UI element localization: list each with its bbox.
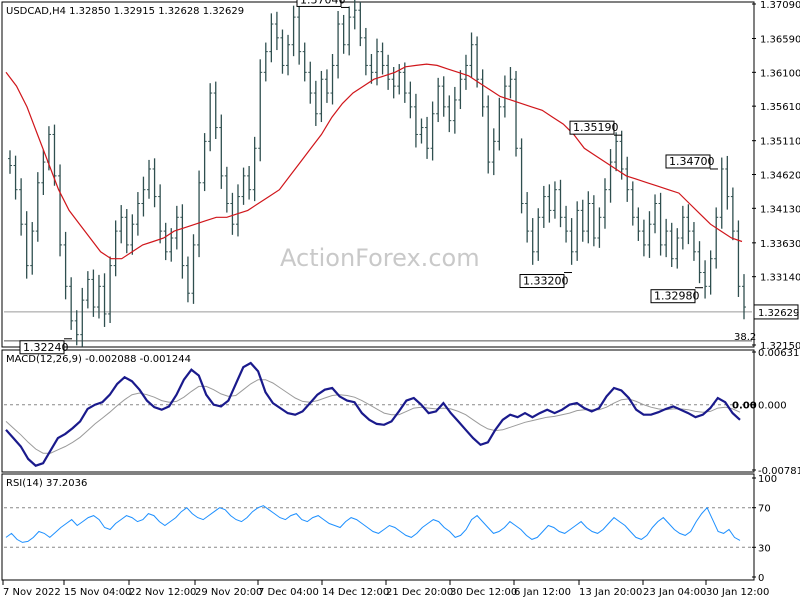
x-tick-label: 13 Jan 20:00 [579, 587, 642, 598]
moving-average-path [5, 63, 743, 260]
price-tick-label: 1.33630 [760, 239, 800, 250]
macd-label: MACD(12,26,9) -0.002088 -0.001244 [6, 354, 191, 365]
x-tick-label: 21 Dec 20:00 [386, 587, 453, 598]
x-tick-label: 14 Dec 12:00 [322, 587, 389, 598]
macd-line [5, 361, 741, 467]
rsi-tick-label: 70 [758, 504, 771, 515]
rsi-axis: 100 70 30 0 [4, 474, 777, 584]
x-tick-label: 30 Dec 12:00 [450, 587, 517, 598]
price-annotation-label: 1.37040 [300, 0, 346, 6]
moving-average-line [5, 63, 743, 260]
x-tick-label: 29 Nov 20:00 [195, 587, 262, 598]
symbol-info-label: USDCAD,H4 1.32850 1.32915 1.32628 1.3262… [6, 6, 244, 17]
price-annotations: 1.37040 1.35190 1.34700 1.33200 1.32980 1.322… [19, 0, 718, 355]
price-annotation-label: 1.32980 [654, 290, 700, 303]
price-annotation-label: 1.32240 [23, 341, 69, 354]
price-tick-label: 1.34620 [760, 171, 800, 182]
rsi-panel-frame [1, 473, 755, 581]
price-annotation-box [650, 289, 696, 304]
price-annotation-label: 1.34700 [669, 155, 715, 168]
price-annotation-box [19, 340, 65, 355]
price-panel-frame [1, 1, 755, 348]
macd-tick-label: 0.006315 [758, 348, 800, 359]
rsi-tick-label: 30 [758, 543, 771, 554]
x-tick-label: 7 Dec 04:00 [258, 587, 319, 598]
price-bars [8, 0, 746, 347]
macd-tick-label: -0.007818 [758, 466, 800, 477]
macd-current-marker: 0.00 [732, 401, 757, 412]
rsi-tick-label: 0 [758, 573, 764, 584]
price-tick-label: 1.34130 [760, 204, 800, 215]
macd-lines [5, 361, 741, 467]
current-price-box [753, 304, 799, 320]
price-axis: 1.37090 1.36590 1.36100 1.35610 1.35110 1.346… [4, 0, 800, 352]
rsi-tick-label: 100 [758, 474, 777, 485]
macd-tick-label: 0.000 [758, 401, 787, 412]
current-price-label: 1.32629 [758, 308, 799, 319]
price-annotation-box [296, 0, 342, 7]
price-annotation-box [519, 274, 565, 289]
x-tick-label: 22 Nov 12:00 [129, 587, 196, 598]
x-tick-label: 7 Nov 2022 [3, 587, 61, 598]
price-tick-label: 1.36590 [760, 35, 800, 46]
x-tick-label: 15 Nov 04:00 [64, 587, 131, 598]
price-annotation-box [569, 120, 615, 135]
fib-level-label: 38.2 [734, 332, 756, 343]
price-tick-label: 1.33140 [760, 273, 800, 284]
watermark: ActionForex.com [280, 244, 480, 272]
price-tick-label: 1.36100 [760, 68, 800, 79]
macd-signal-line [5, 379, 741, 454]
price-annotation-label: 1.35190 [573, 121, 619, 134]
x-tick-label: 30 Jan 12:00 [706, 587, 769, 598]
macd-panel-frame [1, 349, 755, 473]
price-tick-label: 1.35110 [760, 137, 800, 148]
rsi-lines [5, 505, 741, 543]
rsi-label: RSI(14) 37.2036 [6, 478, 87, 489]
price-tick-label: 1.37090 [760, 0, 800, 11]
price-annotation-label: 1.33200 [523, 275, 569, 288]
rsi-line [5, 505, 741, 543]
price-tick-label: 1.32150 [760, 341, 800, 352]
x-tick-label: 23 Jan 04:00 [643, 587, 706, 598]
macd-axis: 0.006315 0.000 -0.007818 0.00 [4, 348, 800, 477]
price-annotation-box [665, 154, 711, 169]
x-tick-label: 6 Jan 12:00 [514, 587, 571, 598]
price-tick-label: 1.35610 [760, 102, 800, 113]
